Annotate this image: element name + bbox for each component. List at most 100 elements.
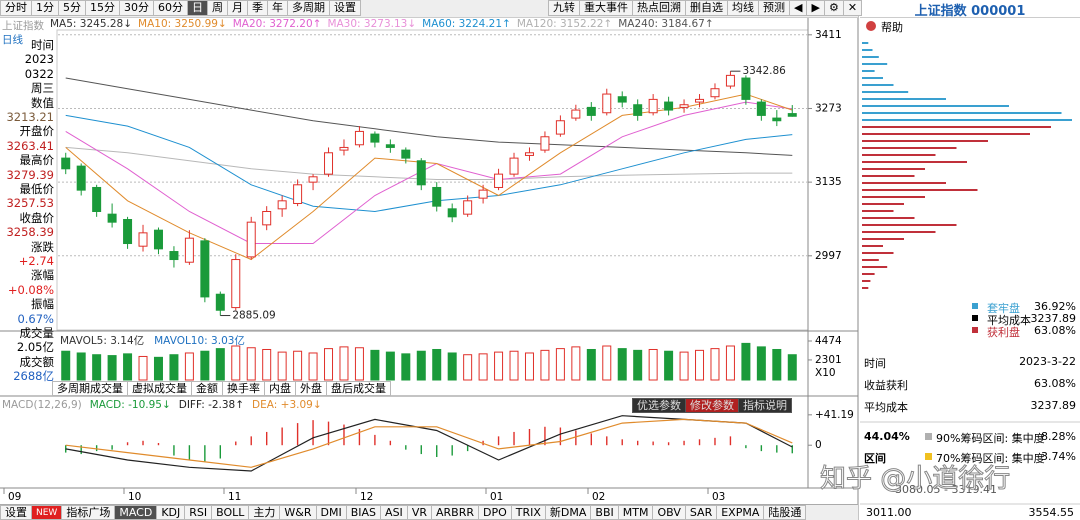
- bottom-tab[interactable]: BIAS: [345, 505, 382, 520]
- toolbar-button[interactable]: 1分: [31, 0, 59, 16]
- macd-button[interactable]: 优选参数: [632, 398, 686, 413]
- candle-body: [725, 74, 735, 87]
- bottom-tab[interactable]: DMI: [315, 505, 347, 520]
- volume-bar: [153, 356, 163, 381]
- volume-bar: [107, 355, 117, 381]
- candle-body: [138, 232, 148, 247]
- info-line: 收盘价: [19, 210, 55, 225]
- info-line: 3263.41: [6, 138, 54, 153]
- toolbar-button[interactable]: 设置: [329, 0, 361, 16]
- bottom-tab[interactable]: BBI: [590, 505, 619, 520]
- axis-max: 3554.55: [1028, 506, 1075, 519]
- volume-bar: [200, 350, 210, 381]
- bottom-tab[interactable]: NEW: [31, 505, 63, 520]
- bottom-tab[interactable]: RSI: [184, 505, 213, 520]
- info-line: 最高价: [19, 153, 55, 168]
- bottom-tab[interactable]: 设置: [0, 505, 32, 520]
- toolbar-button[interactable]: 季: [247, 0, 268, 16]
- volume-tab[interactable]: 外盘: [295, 381, 327, 396]
- bottom-tab[interactable]: OBV: [652, 505, 686, 520]
- annotation-low: 2885.09: [232, 310, 275, 322]
- toolbar-button[interactable]: 删自选: [685, 0, 728, 16]
- toolbar-icon[interactable]: ▶: [806, 0, 825, 16]
- chip-bar: [862, 98, 946, 100]
- volume-tab[interactable]: 换手率: [222, 381, 265, 396]
- info-line: 数值: [31, 95, 54, 110]
- bottom-tab[interactable]: ARBRR: [430, 505, 479, 520]
- x-tick-label: 12: [360, 491, 373, 503]
- ma-legend: 上证指数 MA5: 3245.28↓ MA10: 3250.99↓ MA20: 327…: [2, 18, 714, 33]
- bottom-tab[interactable]: KDJ: [156, 505, 186, 520]
- volume-tab[interactable]: 多周期成交量: [52, 381, 128, 396]
- toolbar-button[interactable]: 多周期: [287, 0, 330, 16]
- volume-bar: [741, 342, 751, 381]
- volume-tab[interactable]: 虚拟成交量: [127, 381, 192, 396]
- toolbar-icon[interactable]: ⚙: [823, 0, 844, 16]
- toolbar-icon[interactable]: ✕: [842, 0, 863, 16]
- candle-body: [571, 109, 581, 119]
- ma-line: [65, 146, 793, 180]
- toolbar-button[interactable]: 5分: [58, 0, 86, 16]
- candle-body: [293, 184, 303, 204]
- toolbar-button[interactable]: 均线: [727, 0, 759, 16]
- bottom-tab[interactable]: SAR: [684, 505, 718, 520]
- candle-body: [277, 200, 287, 210]
- candle-body: [107, 213, 117, 223]
- volume-bar: [648, 348, 658, 381]
- bottom-tab[interactable]: ASI: [380, 505, 408, 520]
- bottom-tab[interactable]: MTM: [617, 505, 654, 520]
- volume-tab[interactable]: 盘后成交量: [326, 381, 391, 396]
- toolbar-button[interactable]: 15分: [85, 0, 120, 16]
- toolbar-button[interactable]: 周: [207, 0, 228, 16]
- bottom-tab[interactable]: BOLL: [211, 505, 250, 520]
- bottom-tab[interactable]: VR: [406, 505, 432, 520]
- toolbar-button[interactable]: 30分: [119, 0, 154, 16]
- help-link[interactable]: 帮助: [881, 21, 903, 34]
- candle-body: [123, 219, 133, 245]
- macd-button[interactable]: 指标说明: [738, 398, 792, 413]
- bottom-tab[interactable]: EXPMA: [716, 505, 765, 520]
- bottom-tab[interactable]: TRIX: [510, 505, 546, 520]
- bottom-tab[interactable]: W&R: [279, 505, 317, 520]
- toolbar-button[interactable]: 热点回溯: [632, 0, 686, 16]
- info-line: 3257.53: [6, 196, 54, 211]
- toolbar-button[interactable]: 预测: [758, 0, 790, 16]
- bottom-tab[interactable]: 主力: [248, 505, 281, 520]
- volume-bar: [370, 349, 380, 381]
- legend-label: 套牢盘: [987, 302, 1020, 315]
- toolbar-button[interactable]: 九转: [548, 0, 580, 16]
- toolbar-button[interactable]: 月: [227, 0, 248, 16]
- candle-body: [787, 113, 797, 117]
- info-line: 时间: [31, 38, 54, 52]
- x-tick-label: 11: [228, 491, 241, 503]
- bottom-tab[interactable]: MACD: [114, 505, 158, 520]
- ma-legend-item: MA240: 3184.67↑: [618, 18, 714, 30]
- candle-body: [602, 93, 612, 114]
- toolbar-button[interactable]: 年: [267, 0, 288, 16]
- macd-button[interactable]: 修改参数: [685, 398, 739, 413]
- volume-bar: [262, 348, 272, 381]
- toolbar-button[interactable]: 重大事件: [579, 0, 633, 16]
- toolbar-button[interactable]: 日: [187, 0, 208, 16]
- info-line: 开盘价: [19, 124, 55, 139]
- ma-legend-item: 上证指数: [2, 20, 44, 32]
- candle-body: [524, 152, 534, 156]
- bottom-tab[interactable]: 新DMA: [544, 505, 592, 520]
- volume-tab[interactable]: 金额: [191, 381, 223, 396]
- chip-bar: [862, 231, 936, 233]
- volume-bar: [633, 349, 643, 381]
- toolbar-button[interactable]: 分时: [0, 0, 32, 16]
- toolbar-icon[interactable]: ◀: [789, 0, 808, 16]
- volume-tab[interactable]: 内盘: [264, 381, 296, 396]
- volume-bar: [339, 346, 349, 381]
- toolbar-button[interactable]: 60分: [153, 0, 188, 16]
- bottom-tab[interactable]: 指标广场: [61, 505, 116, 520]
- range-swatch: [925, 453, 932, 460]
- ma-line: [65, 93, 793, 261]
- candle-body: [710, 88, 720, 98]
- volume-bar: [401, 353, 411, 381]
- bottom-tab[interactable]: 陆股通: [763, 505, 807, 520]
- watermark: 知乎 @小道徐行: [819, 464, 1011, 495]
- bottom-tab[interactable]: DPO: [478, 505, 512, 520]
- legend-swatch: [972, 315, 978, 321]
